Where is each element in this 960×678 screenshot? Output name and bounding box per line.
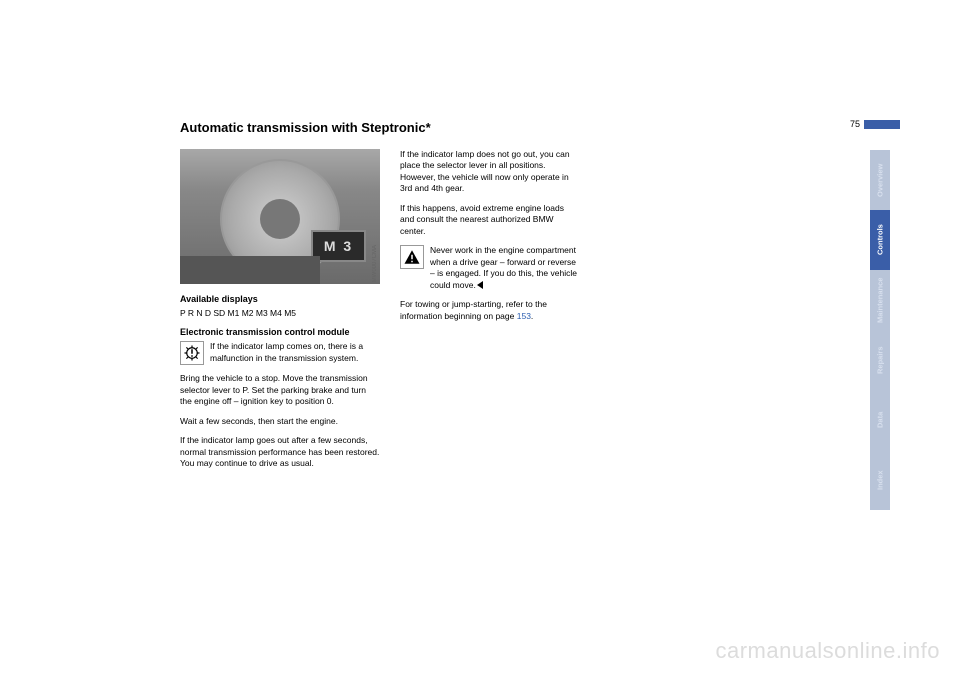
dashboard-figure: M 3 MW0007CMA [180, 149, 380, 284]
tab-maintenance[interactable]: Maintenance [870, 270, 890, 330]
column-container: M 3 MW0007CMA Available displays P R N D… [180, 149, 780, 478]
tab-repairs[interactable]: Repairs [870, 330, 890, 390]
tab-index[interactable]: Index [870, 450, 890, 510]
module-warning-text: If the indicator lamp comes on, there is… [210, 341, 380, 364]
page-link-153[interactable]: 153 [517, 311, 531, 321]
danger-warning-icon [400, 245, 424, 269]
col2-p2: If this happens, avoid extreme engine lo… [400, 203, 580, 237]
col2-p1: If the indicator lamp does not go out, y… [400, 149, 580, 195]
module-p1: Bring the vehicle to a stop. Move the tr… [180, 373, 380, 407]
speedometer-hub [260, 199, 300, 239]
column-right [600, 149, 780, 478]
danger-warning-text: Never work in the engine compartment whe… [430, 245, 580, 291]
end-mark-icon [477, 281, 483, 289]
page-number: 75 [850, 119, 860, 129]
module-p2: Wait a few seconds, then start the engin… [180, 416, 380, 427]
gear-warning-icon [180, 341, 204, 365]
figure-credit: MW0007CMA [372, 245, 378, 282]
heading-available-displays: Available displays [180, 294, 380, 304]
available-displays-list: P R N D SD M1 M2 M3 M4 M5 [180, 308, 380, 319]
column-middle: If the indicator lamp does not go out, y… [400, 149, 580, 478]
tab-data[interactable]: Data [870, 390, 890, 450]
radio-strip [180, 256, 320, 284]
towing-text-b: . [531, 311, 533, 321]
towing-paragraph: For towing or jump-starting, refer to th… [400, 299, 580, 322]
side-tabs: Overview Controls Maintenance Repairs Da… [870, 150, 890, 510]
page-content: Automatic transmission with Steptronic* … [180, 120, 780, 478]
watermark: carmanualsonline.info [715, 638, 940, 664]
tab-overview[interactable]: Overview [870, 150, 890, 210]
column-left: M 3 MW0007CMA Available displays P R N D… [180, 149, 380, 478]
page-title: Automatic transmission with Steptronic* [180, 120, 780, 135]
tab-controls[interactable]: Controls [870, 210, 890, 270]
page-number-bar [864, 120, 900, 129]
module-warning-row: If the indicator lamp comes on, there is… [180, 341, 380, 365]
danger-warning-row: Never work in the engine compartment whe… [400, 245, 580, 291]
module-p3: If the indicator lamp goes out after a f… [180, 435, 380, 469]
heading-module: Electronic transmission control module [180, 327, 380, 337]
